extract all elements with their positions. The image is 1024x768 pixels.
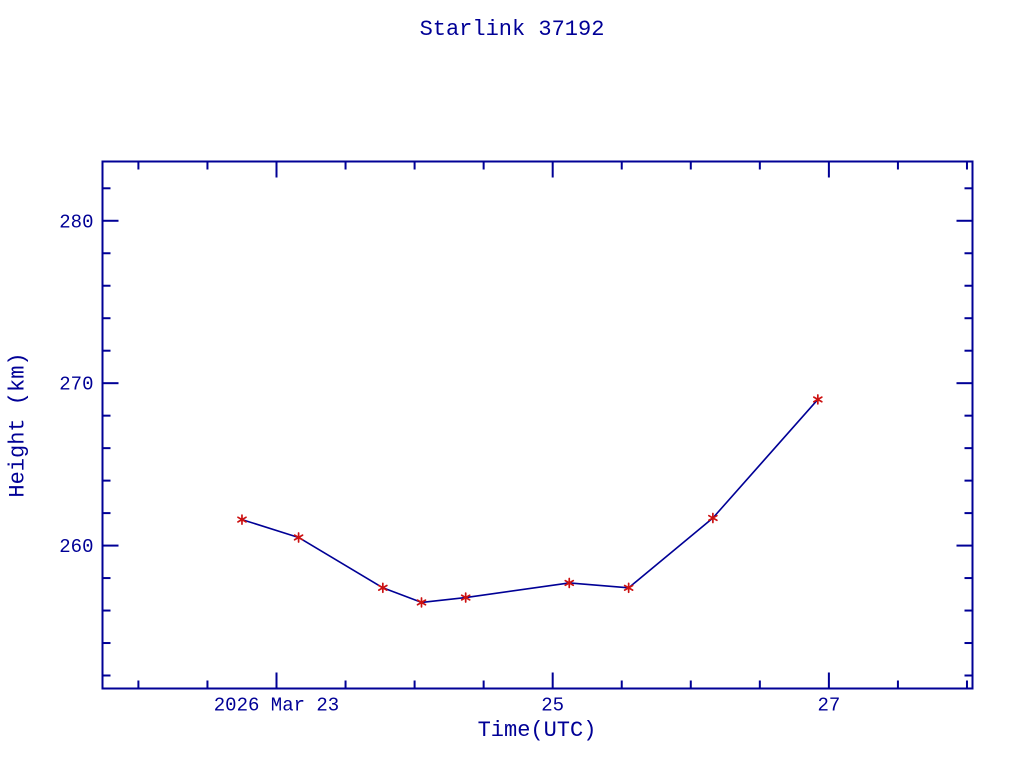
y-axis-ticks <box>102 187 973 677</box>
data-point-marker <box>460 592 471 603</box>
y-tick-label: 260 <box>59 536 93 558</box>
x-axis-tick-labels: 2026 Mar 23 25 27 <box>214 695 840 717</box>
chart-title: Starlink 37192 <box>419 17 605 42</box>
data-point-marker <box>564 577 575 589</box>
x-axis-ticks <box>137 161 968 689</box>
data-point-marker <box>377 582 388 594</box>
y-tick-label: 280 <box>59 211 93 233</box>
x-axis-label: Time(UTC) <box>477 718 597 743</box>
data-point-marker <box>708 512 718 524</box>
height-curve <box>241 398 819 604</box>
height-polyline <box>241 398 819 604</box>
data-point-marker <box>623 582 634 594</box>
y-axis-tick-labels: 260 270 280 <box>59 211 93 558</box>
y-tick-label: 270 <box>59 374 93 396</box>
x-tick-label: 27 <box>817 695 840 717</box>
axis-frame <box>101 160 974 690</box>
data-point-marker <box>293 532 304 543</box>
data-point-marker <box>237 514 247 525</box>
data-point-marker <box>416 597 427 608</box>
data-point-marker <box>812 394 823 405</box>
x-tick-label: 25 <box>541 695 564 717</box>
data-point-markers <box>237 394 823 608</box>
x-tick-label: 2026 Mar 23 <box>214 695 339 717</box>
